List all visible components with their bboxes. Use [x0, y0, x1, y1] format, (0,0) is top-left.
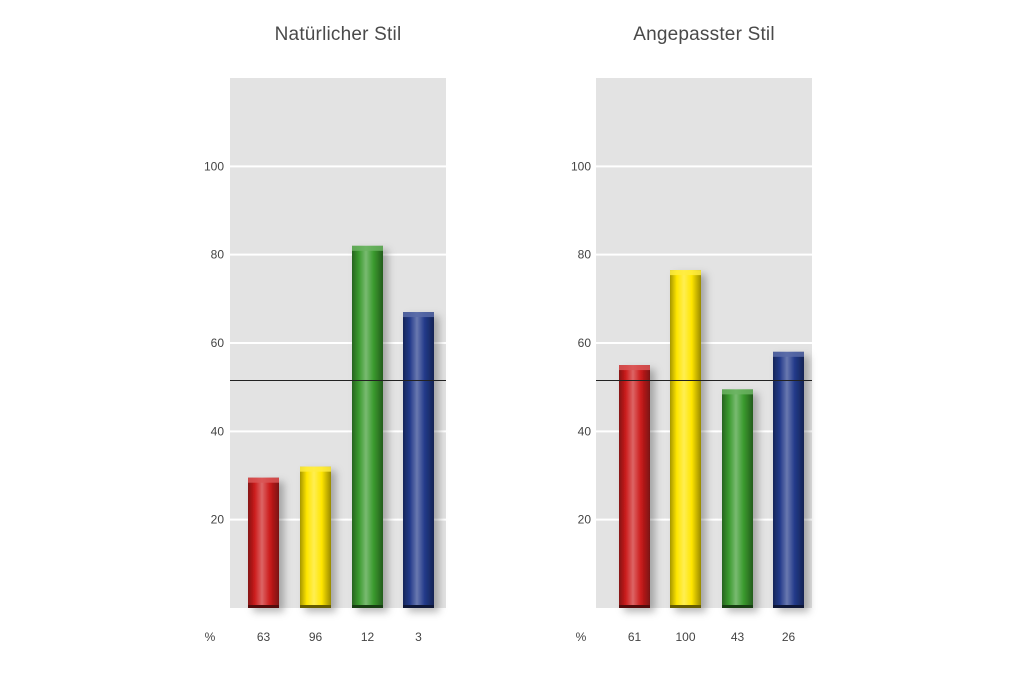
category-label: 100 [675, 630, 695, 644]
category-label: 61 [628, 630, 642, 644]
category-label: 96 [309, 630, 323, 644]
y-tick-label: 100 [571, 159, 591, 173]
bar-cap [722, 389, 753, 395]
unit-label: % [576, 630, 587, 644]
bar-cap [352, 245, 383, 251]
y-tick-label: 40 [578, 424, 592, 438]
y-tick-label: 100 [204, 159, 224, 173]
y-tick-label: 60 [211, 336, 225, 350]
category-label: 12 [361, 630, 375, 644]
bar-base [619, 605, 650, 608]
bar-cap [300, 466, 331, 472]
bar [300, 466, 331, 608]
y-tick-label: 60 [578, 336, 592, 350]
bar-base [670, 605, 701, 608]
bar-base [352, 605, 383, 608]
bar [722, 389, 753, 608]
bar-base [722, 605, 753, 608]
category-label: 3 [415, 630, 422, 644]
bar [619, 365, 650, 608]
bar-base [248, 605, 279, 608]
bar-base [300, 605, 331, 608]
bar [773, 351, 804, 608]
y-tick-label: 80 [578, 248, 592, 262]
bar-base [773, 605, 804, 608]
bar-cap [248, 477, 279, 483]
bar-cap [670, 270, 701, 276]
bar-cap [773, 351, 804, 357]
bar-base [403, 605, 434, 608]
category-label: 43 [731, 630, 745, 644]
bar [248, 477, 279, 608]
y-tick-label: 20 [578, 513, 592, 527]
y-tick-label: 40 [211, 424, 225, 438]
unit-label: % [205, 630, 216, 644]
bar [403, 312, 434, 608]
y-tick-label: 80 [211, 248, 225, 262]
bar [670, 270, 701, 608]
bar-cap [619, 365, 650, 371]
chart-title-adapted: Angepasster Stil [633, 24, 775, 45]
category-label: 63 [257, 630, 271, 644]
bar [352, 245, 383, 609]
category-label: 26 [782, 630, 796, 644]
y-tick-label: 20 [211, 513, 225, 527]
bar-cap [403, 312, 434, 318]
chart-title-natural: Natürlicher Stil [274, 24, 402, 45]
